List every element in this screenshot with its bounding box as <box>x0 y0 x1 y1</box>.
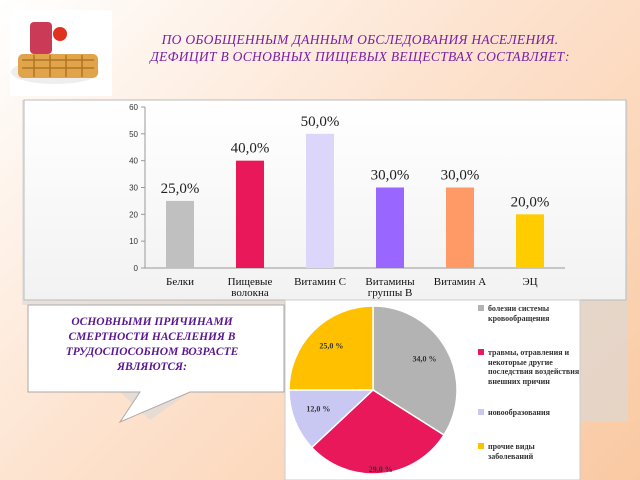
value-label: 30,0% <box>371 168 410 184</box>
pie-slice <box>310 389 445 475</box>
x-tick-label: Витамин С <box>294 276 346 288</box>
bar <box>166 200 194 268</box>
bar <box>516 214 544 268</box>
legend-swatch <box>478 305 484 311</box>
value-label: 50,0% <box>301 114 340 130</box>
y-tick-label: 50 <box>129 130 138 139</box>
legend-entry: болезни системы кровообращения <box>488 304 550 323</box>
x-tick-label: Пищевые волокна <box>227 276 273 299</box>
bar <box>446 187 474 268</box>
y-tick-label: 20 <box>129 210 138 219</box>
x-tick-label: ЭЦ <box>522 276 538 288</box>
x-tick-label: Витамин А <box>433 276 487 288</box>
legend-entry: травмы, отравления и некоторые другие по… <box>488 348 580 386</box>
y-tick-label: 60 <box>129 103 138 112</box>
legend-entry: новообразования <box>488 408 550 417</box>
bar <box>236 160 264 268</box>
pie-slice <box>288 305 374 391</box>
y-tick-label: 0 <box>134 264 139 273</box>
slice-label: 29,0 % <box>369 465 393 474</box>
thumbnail <box>10 10 112 96</box>
callout-text: ОСНОВНЫМИ ПРИЧИНАМИ СМЕРТНОСТИ НАСЕЛЕНИЯ… <box>65 316 239 373</box>
slide-title: ПО ОБОБЩЕННЫМ ДАННЫМ ОБСЛЕДОВАНИЯ НАСЕЛЕ… <box>161 32 559 47</box>
slice-label: 34,0 % <box>413 355 437 364</box>
y-tick-label: 30 <box>129 184 138 193</box>
legend-entry: прочие виды заболеваний <box>488 442 535 461</box>
value-label: 25,0% <box>161 181 200 197</box>
value-label: 20,0% <box>511 194 550 210</box>
bar <box>306 133 334 268</box>
bar <box>376 187 404 268</box>
legend-swatch <box>478 409 484 415</box>
pie-slice <box>288 389 375 449</box>
value-label: 30,0% <box>441 168 480 184</box>
x-tick-label: Витамины группы В <box>365 276 415 299</box>
slide-title: ДЕФИЦИТ В ОСНОВНЫХ ПИЩЕВЫХ ВЕЩЕСТВАХ СОС… <box>150 49 570 64</box>
y-tick-label: 40 <box>129 157 138 166</box>
value-label: 40,0% <box>231 141 270 157</box>
legend-swatch <box>478 349 484 355</box>
legend-swatch <box>478 443 484 449</box>
slice-label: 12,0 % <box>306 405 330 414</box>
y-tick-label: 10 <box>129 237 138 246</box>
x-tick-label: Белки <box>166 276 194 288</box>
slice-label: 25,0 % <box>319 341 343 350</box>
